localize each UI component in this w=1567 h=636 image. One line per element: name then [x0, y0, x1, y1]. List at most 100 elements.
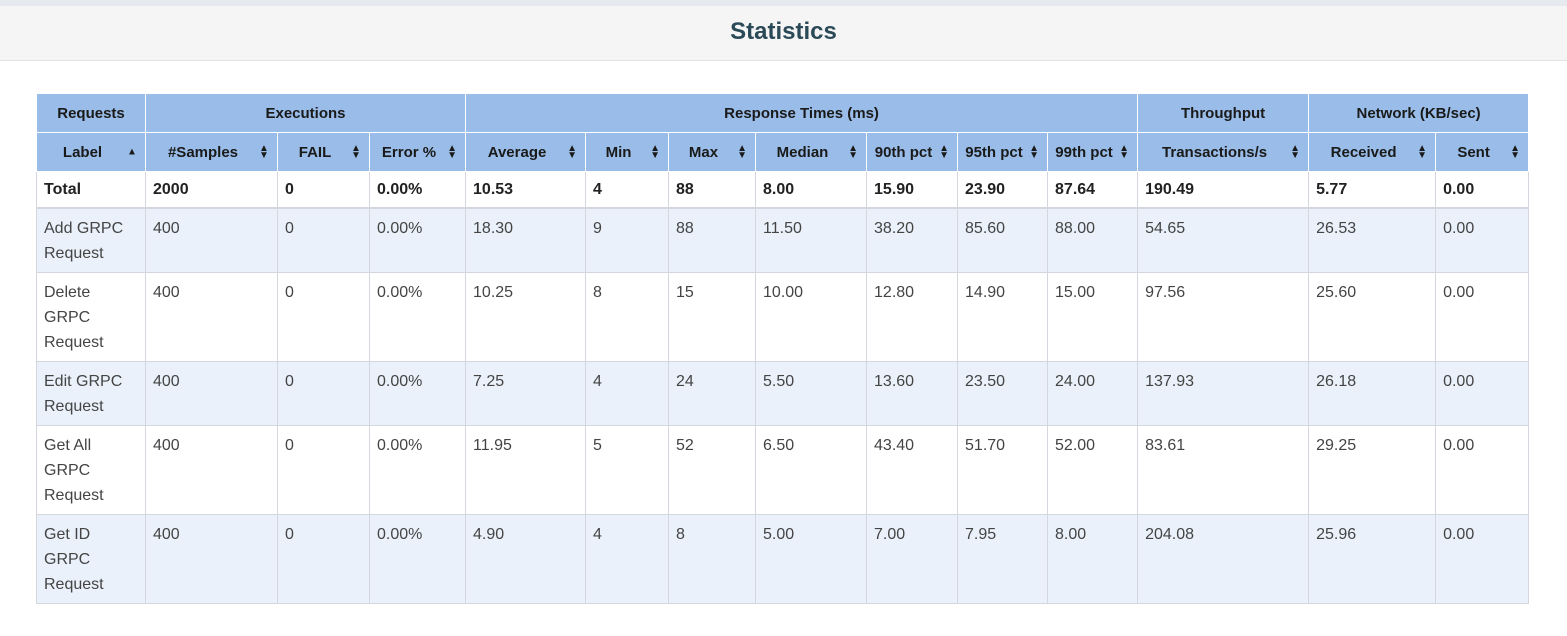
- cell-99th-pct: 15.00: [1047, 272, 1139, 362]
- cell-min: 8: [585, 272, 670, 362]
- cell-median: 5.00: [755, 514, 868, 604]
- cell-95th-pct: 23.90: [957, 171, 1049, 209]
- sort-icon: ▲ ▼: [1510, 143, 1521, 161]
- sort-icon: ▲ ▼: [1119, 143, 1130, 161]
- column-header-99th-pct[interactable]: 99th pct ▲ ▼: [1047, 132, 1139, 172]
- cell-99th-pct: 87.64: [1047, 171, 1139, 209]
- column-header-90th-pct[interactable]: 90th pct ▲ ▼: [866, 132, 959, 172]
- column-header-row: Label ▲ #Samples ▲ ▼ FAIL ▲ ▼ Error % ▲ ▼ Average ▲ ▼…: [36, 132, 1530, 172]
- column-header-95th-pct[interactable]: 95th pct ▲ ▼: [957, 132, 1049, 172]
- cell-average: 11.95: [465, 425, 587, 515]
- cell-samples: 400: [145, 514, 278, 604]
- cell-sent: 0.00: [1435, 361, 1530, 426]
- sort-icon: ▲ ▼: [848, 143, 858, 161]
- cell-samples: 400: [145, 207, 278, 273]
- column-header-label: Label: [62, 143, 103, 161]
- column-header-fail[interactable]: FAIL ▲ ▼: [277, 132, 370, 172]
- cell-sent: 0.00: [1435, 171, 1530, 209]
- cell-fail: 0: [277, 207, 370, 273]
- cell-median: 5.50: [755, 361, 868, 426]
- cell-label: Total: [36, 171, 146, 209]
- cell-label: Edit GRPC Request: [36, 361, 146, 426]
- cell-99th-pct: 8.00: [1047, 514, 1139, 604]
- cell-max: 88: [668, 171, 757, 209]
- group-header-response-times: Response Times (ms): [465, 93, 1139, 133]
- cell-error-pct: 0.00%: [368, 514, 467, 604]
- cell-transactions: 204.08: [1137, 514, 1310, 604]
- table-row: Edit GRPC Request 400 0 0.00% 7.25 4 24 5.50 13.…: [36, 361, 1530, 426]
- column-header-label: Average: [487, 143, 547, 161]
- statistics-table: Requests Executions Response Times (ms) …: [36, 93, 1530, 604]
- cell-transactions: 190.49: [1137, 171, 1310, 209]
- sort-icon: ▲ ▼: [259, 143, 269, 161]
- cell-median: 8.00: [755, 171, 868, 209]
- column-header-average[interactable]: Average ▲ ▼: [465, 132, 587, 172]
- column-header-sent[interactable]: Sent ▲ ▼: [1435, 132, 1530, 172]
- cell-95th-pct: 51.70: [957, 425, 1049, 515]
- cell-error-pct: 0.00%: [368, 171, 467, 209]
- cell-median: 11.50: [755, 207, 868, 273]
- cell-90th-pct: 43.40: [866, 425, 959, 515]
- sort-icon: ▲ ▼: [447, 143, 457, 161]
- column-header-error-pct[interactable]: Error % ▲ ▼: [368, 132, 467, 172]
- column-header-samples[interactable]: #Samples ▲ ▼: [145, 132, 278, 172]
- cell-95th-pct: 14.90: [957, 272, 1049, 362]
- statistics-table-container: Requests Executions Response Times (ms) …: [36, 93, 1530, 604]
- column-header-label: Median: [776, 143, 829, 161]
- cell-min: 4: [585, 514, 670, 604]
- column-header-label: FAIL: [298, 143, 332, 161]
- cell-max: 24: [668, 361, 757, 426]
- cell-99th-pct: 52.00: [1047, 425, 1139, 515]
- column-header-label: Sent: [1457, 143, 1490, 161]
- cell-received: 25.60: [1308, 272, 1437, 362]
- column-header-label: Error %: [381, 143, 437, 161]
- sort-ascending-icon: ▲: [127, 146, 137, 158]
- column-header-min[interactable]: Min ▲ ▼: [585, 132, 670, 172]
- cell-90th-pct: 7.00: [866, 514, 959, 604]
- column-header-label: Transactions/s: [1162, 143, 1268, 161]
- cell-average: 18.30: [465, 207, 587, 273]
- column-header-label: Max: [688, 143, 719, 161]
- cell-label: Delete GRPC Request: [36, 272, 146, 362]
- group-header-requests: Requests: [36, 93, 146, 133]
- cell-95th-pct: 23.50: [957, 361, 1049, 426]
- top-bar: [0, 0, 1567, 6]
- cell-min: 5: [585, 425, 670, 515]
- column-header-median[interactable]: Median ▲ ▼: [755, 132, 868, 172]
- table-body: Total 2000 0 0.00% 10.53 4 88 8.00 15.90 23.90 87.…: [36, 171, 1530, 604]
- column-header-label: #Samples: [167, 143, 239, 161]
- sort-icon: ▲ ▼: [737, 143, 747, 161]
- cell-fail: 0: [277, 171, 370, 209]
- sort-icon: ▲ ▼: [1417, 143, 1428, 161]
- total-row: Total 2000 0 0.00% 10.53 4 88 8.00 15.90 23.90 87.…: [36, 171, 1530, 209]
- cell-transactions: 54.65: [1137, 207, 1310, 273]
- cell-min: 4: [585, 361, 670, 426]
- cell-label: Get ID GRPC Request: [36, 514, 146, 604]
- cell-fail: 0: [277, 425, 370, 515]
- column-header-label[interactable]: Label ▲: [36, 132, 146, 172]
- column-header-label: 95th pct: [965, 143, 1023, 161]
- cell-fail: 0: [277, 361, 370, 426]
- column-header-max[interactable]: Max ▲ ▼: [668, 132, 757, 172]
- cell-max: 15: [668, 272, 757, 362]
- group-header-executions: Executions: [144, 93, 467, 133]
- cell-label: Get All GRPC Request: [36, 425, 146, 515]
- cell-transactions: 97.56: [1137, 272, 1310, 362]
- column-header-label: 99th pct: [1055, 143, 1113, 161]
- column-header-label: Received: [1330, 143, 1397, 161]
- cell-transactions: 137.93: [1137, 361, 1310, 426]
- cell-sent: 0.00: [1435, 514, 1530, 604]
- column-header-received[interactable]: Received ▲ ▼: [1308, 132, 1437, 172]
- cell-max: 88: [668, 207, 757, 273]
- cell-min: 4: [585, 171, 670, 209]
- sort-icon: ▲ ▼: [1029, 143, 1039, 161]
- column-header-label: 90th pct: [874, 143, 933, 161]
- cell-90th-pct: 15.90: [866, 171, 959, 209]
- cell-received: 29.25: [1308, 425, 1437, 515]
- sort-icon: ▲ ▼: [650, 143, 660, 161]
- cell-error-pct: 0.00%: [368, 272, 467, 362]
- column-header-transactions[interactable]: Transactions/s ▲ ▼: [1137, 132, 1310, 172]
- cell-received: 26.53: [1308, 207, 1437, 273]
- cell-95th-pct: 85.60: [957, 207, 1049, 273]
- cell-sent: 0.00: [1435, 207, 1530, 273]
